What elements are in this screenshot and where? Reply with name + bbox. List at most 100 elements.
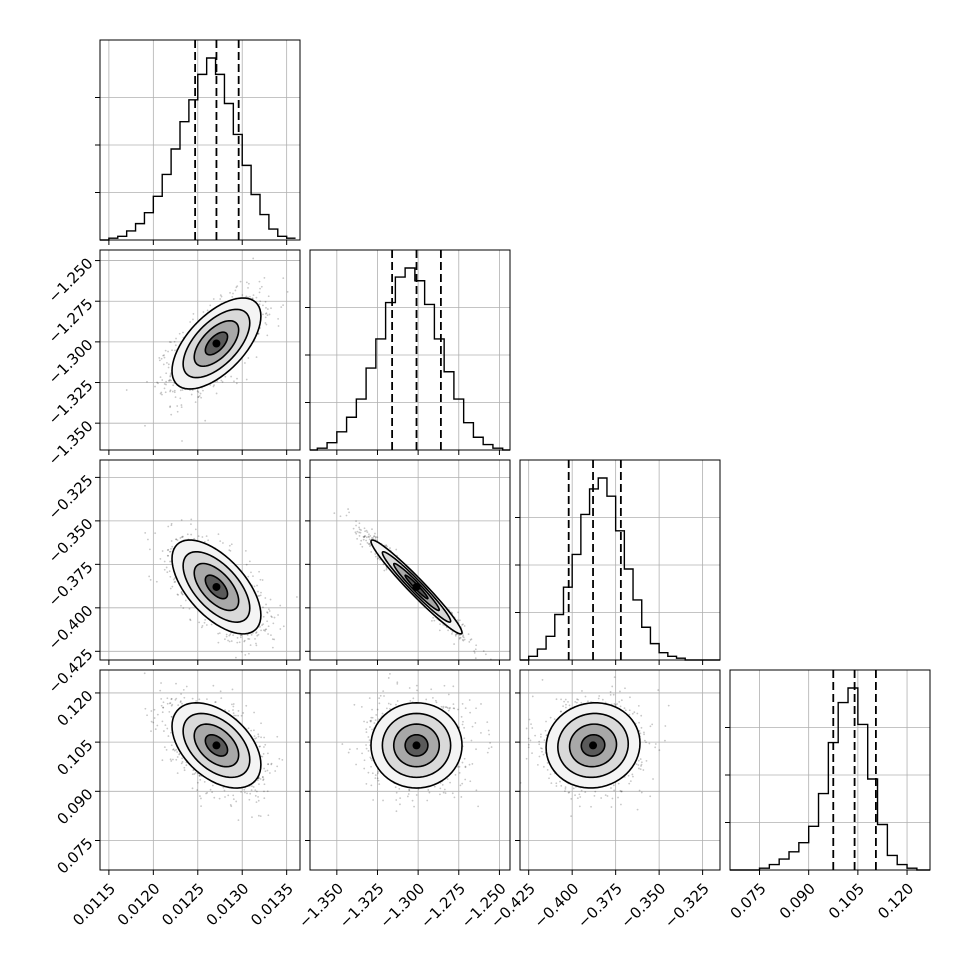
sample-point — [377, 557, 380, 559]
sample-point — [273, 616, 276, 619]
sample-point — [235, 800, 238, 803]
sample-point — [160, 698, 163, 700]
y-tick-label: −0.350 — [45, 515, 97, 567]
sample-point — [441, 783, 444, 786]
sample-point — [371, 728, 373, 731]
sample-point — [638, 721, 640, 724]
sample-point — [161, 379, 164, 381]
sample-point — [624, 687, 626, 690]
sample-point — [348, 511, 350, 514]
sample-point — [125, 389, 128, 391]
sample-point — [192, 769, 195, 772]
sample-point — [649, 795, 652, 798]
sample-point — [183, 769, 186, 772]
sample-point — [243, 788, 246, 791]
sample-point — [468, 699, 471, 701]
sample-point — [224, 709, 227, 711]
sample-point — [237, 819, 240, 822]
histogram-step-line — [730, 687, 930, 871]
sample-point — [255, 644, 258, 647]
sample-point — [363, 536, 365, 539]
sample-point — [549, 773, 552, 776]
sample-point — [230, 640, 233, 642]
sample-point — [150, 720, 153, 723]
sample-point — [247, 637, 250, 640]
sample-point — [464, 778, 467, 781]
sample-point — [427, 789, 430, 791]
sample-point — [385, 568, 388, 571]
sample-point — [227, 639, 229, 642]
sample-point — [189, 619, 192, 622]
sample-point — [447, 709, 450, 712]
sample-point — [247, 357, 250, 359]
panel-border — [309, 459, 511, 661]
sample-point — [470, 739, 473, 742]
histogram-step-line — [310, 267, 510, 451]
sample-point — [616, 703, 618, 705]
sample-point — [190, 523, 192, 526]
sample-point — [369, 719, 372, 722]
sample-point — [564, 786, 567, 789]
sample-point — [358, 531, 361, 534]
sample-point — [167, 379, 170, 382]
sample-point — [657, 689, 660, 691]
sample-point — [180, 406, 183, 409]
sample-point — [244, 549, 247, 552]
sample-point — [152, 721, 155, 724]
sample-point — [180, 693, 182, 695]
sample-point — [229, 633, 232, 636]
sample-point — [363, 527, 366, 530]
sample-point — [240, 790, 243, 793]
sample-point — [356, 530, 359, 533]
sample-point — [456, 619, 459, 622]
sample-point — [252, 786, 255, 788]
sample-point — [453, 707, 456, 710]
sample-point — [489, 742, 491, 744]
gridlines — [310, 670, 510, 870]
sample-point — [245, 704, 248, 707]
sample-point — [261, 776, 264, 779]
sample-point — [170, 698, 173, 701]
sample-point — [609, 693, 612, 696]
sample-point — [258, 303, 261, 306]
sample-point — [358, 534, 361, 537]
sample-point — [220, 697, 223, 700]
sample-point — [162, 363, 165, 366]
sample-point — [395, 703, 397, 706]
sample-point — [470, 638, 473, 641]
histogram-step-line — [100, 57, 296, 241]
sample-point — [408, 788, 411, 791]
sample-point — [190, 518, 193, 521]
sample-point — [214, 701, 217, 703]
sample-point — [559, 780, 561, 783]
density-peak — [212, 741, 221, 750]
sample-point — [219, 690, 222, 693]
sample-point — [365, 728, 368, 731]
density-contour — [204, 733, 229, 757]
sample-point — [262, 615, 265, 618]
sample-point — [239, 280, 242, 283]
sample-point — [168, 710, 171, 713]
sample-point — [578, 805, 581, 808]
sample-point — [267, 814, 270, 817]
sample-point — [270, 763, 273, 766]
sample-point — [379, 694, 382, 697]
sample-point — [180, 590, 183, 593]
sample-point — [219, 298, 222, 300]
sample-point — [452, 685, 455, 688]
sample-point — [170, 524, 173, 527]
sample-point — [155, 580, 158, 583]
sample-point — [175, 748, 178, 751]
sample-point — [266, 334, 269, 337]
sample-point — [578, 793, 581, 796]
panel-content — [143, 672, 284, 822]
sample-point — [462, 634, 465, 637]
sample-point — [455, 633, 458, 635]
sample-point — [202, 389, 204, 392]
sample-point — [444, 792, 447, 794]
sample-point — [150, 730, 152, 732]
sample-point — [464, 707, 467, 710]
sample-point — [640, 763, 643, 766]
sample-point — [171, 349, 173, 352]
sample-point — [474, 722, 477, 724]
